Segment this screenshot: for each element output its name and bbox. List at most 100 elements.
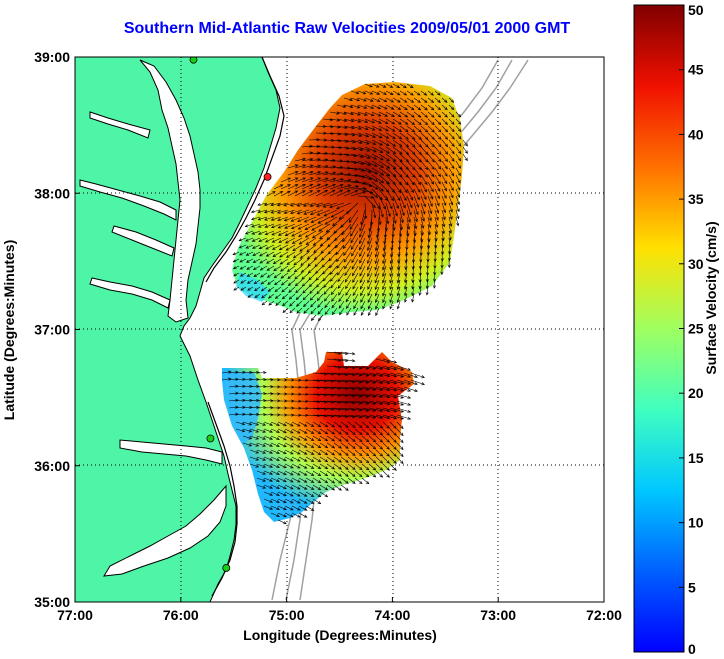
velocity-arrow: [284, 428, 294, 434]
velocity-arrow: [420, 97, 428, 103]
velocity-arrow: [289, 202, 303, 207]
velocity-arrow: [389, 442, 397, 451]
velocity-arrow: [392, 118, 402, 125]
velocity-arrow: [405, 230, 409, 244]
colorbar-tick-label: 45: [688, 62, 704, 78]
velocity-arrow: [285, 244, 296, 251]
velocity-arrow: [270, 442, 280, 447]
velocity-arrow: [326, 428, 336, 435]
velocity-arrow: [441, 181, 447, 192]
velocity-arrow: [260, 279, 268, 285]
velocity-arrow: [284, 230, 296, 236]
velocity-arrow: [419, 237, 423, 250]
velocity-arrow: [312, 435, 322, 442]
velocity-arrow: [353, 293, 359, 303]
velocity-arrow: [357, 139, 370, 145]
velocity-arrow: [272, 258, 282, 265]
velocity-arrow: [333, 477, 342, 484]
velocity-arrow: [462, 139, 468, 147]
velocity-arrow: [326, 463, 336, 470]
velocity-arrow: [364, 174, 379, 182]
velocity-arrow: [410, 372, 425, 379]
velocity-arrow: [392, 146, 403, 155]
velocity-arrow: [232, 258, 240, 263]
velocity-arrow: [308, 138, 321, 142]
colorbar: [633, 4, 685, 653]
velocity-arrow: [249, 421, 260, 426]
velocity-arrow: [319, 463, 329, 470]
velocity-arrow: [277, 477, 287, 483]
velocity-arrow: [277, 512, 287, 518]
colorbar-tick-label: 0: [688, 641, 696, 657]
velocity-arrow: [375, 386, 391, 392]
velocity-arrow: [371, 90, 381, 95]
velocity-arrow: [455, 174, 461, 184]
velocity-arrow: [364, 83, 373, 88]
velocity-arrow: [357, 90, 367, 95]
velocity-arrow: [354, 421, 363, 429]
velocity-arrow: [249, 384, 260, 389]
velocity-arrow: [389, 463, 397, 472]
velocity-arrow: [357, 97, 367, 102]
velocity-arrow: [312, 449, 322, 456]
velocity-arrow: [392, 181, 402, 194]
velocity-arrow: [287, 272, 296, 280]
velocity-arrow: [353, 307, 359, 316]
velocity-arrow: [367, 279, 373, 290]
velocity-arrow: [396, 421, 404, 430]
velocity-arrow: [406, 104, 415, 111]
velocity-arrow: [382, 407, 398, 413]
velocity-arrow: [293, 258, 303, 266]
velocity-arrow: [382, 428, 390, 436]
velocity-arrow: [249, 398, 260, 403]
velocity-arrow: [375, 421, 384, 429]
velocity-arrow: [337, 272, 345, 283]
velocity-arrow: [392, 174, 402, 186]
velocity-arrow: [343, 185, 360, 190]
y-axis-ticks: 35:00 36:00 37:00 38:00 39:00: [34, 49, 80, 610]
velocity-arrow: [420, 202, 426, 215]
velocity-arrow: [277, 223, 289, 229]
velocity-arrow: [277, 428, 287, 434]
velocity-arrow: [315, 177, 329, 183]
velocity-arrow: [242, 435, 253, 440]
velocity-arrow: [367, 258, 373, 271]
velocity-arrow: [441, 125, 449, 133]
velocity-arrow: [389, 272, 394, 284]
velocity-arrow: [305, 470, 315, 476]
velocity-arrow: [420, 188, 427, 201]
velocity-arrow: [256, 413, 267, 417]
velocity-vectors: [221, 83, 468, 525]
velocity-arrow: [448, 139, 455, 148]
velocity-arrow: [304, 223, 317, 231]
velocity-arrow: [277, 498, 287, 504]
velocity-arrow: [364, 118, 376, 124]
velocity-arrow: [263, 413, 274, 417]
velocity-arrow: [364, 160, 378, 167]
velocity-arrow: [340, 358, 356, 363]
velocity-arrow: [361, 372, 377, 377]
velocity-arrow: [287, 190, 299, 197]
velocity-arrow: [368, 372, 384, 378]
velocity-arrow: [317, 307, 324, 315]
velocity-arrow: [354, 379, 370, 384]
velocity-arrow: [396, 272, 401, 284]
x-axis-title: Longitude (Degrees:Minutes): [243, 627, 437, 643]
velocity-arrow: [271, 244, 282, 250]
colorbar-tick-label: 5: [688, 579, 696, 595]
velocity-arrow: [344, 272, 352, 283]
velocity-arrow: [298, 491, 308, 497]
velocity-arrow: [256, 470, 267, 475]
velocity-arrow: [352, 272, 359, 283]
velocity-arrow: [448, 202, 453, 213]
velocity-arrow: [392, 188, 401, 202]
velocity-arrow: [357, 174, 373, 180]
velocity-arrow: [354, 456, 363, 464]
velocity-arrow: [375, 428, 384, 436]
velocity-arrow: [284, 421, 294, 427]
velocity-arrow: [448, 188, 454, 199]
velocity-arrow: [359, 265, 366, 277]
velocity-arrow: [399, 181, 408, 194]
velocity-arrow: [316, 209, 331, 216]
colorbar-tick-label: 10: [688, 515, 704, 531]
